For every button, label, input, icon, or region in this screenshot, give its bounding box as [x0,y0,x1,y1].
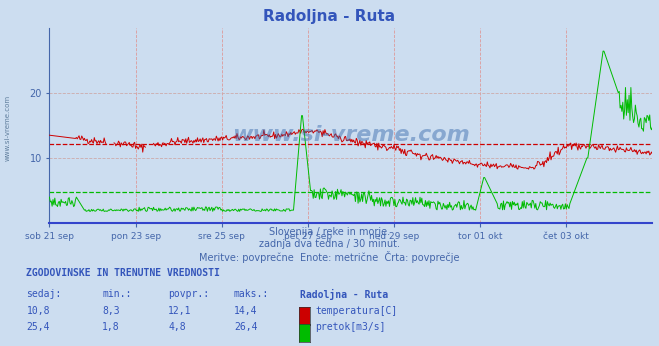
Text: www.si-vreme.com: www.si-vreme.com [232,125,470,145]
Text: Meritve: povprečne  Enote: metrične  Črta: povprečje: Meritve: povprečne Enote: metrične Črta:… [199,251,460,263]
Text: temperatura[C]: temperatura[C] [315,306,397,316]
Text: zadnja dva tedna / 30 minut.: zadnja dva tedna / 30 minut. [259,239,400,249]
Text: sedaj:: sedaj: [26,289,61,299]
Text: Radoljna - Ruta: Radoljna - Ruta [264,9,395,24]
Text: 8,3: 8,3 [102,306,120,316]
Text: 1,8: 1,8 [102,322,120,333]
Text: maks.:: maks.: [234,289,269,299]
Text: ZGODOVINSKE IN TRENUTNE VREDNOSTI: ZGODOVINSKE IN TRENUTNE VREDNOSTI [26,268,220,278]
Text: 4,8: 4,8 [168,322,186,333]
Text: povpr.:: povpr.: [168,289,209,299]
Text: min.:: min.: [102,289,132,299]
Text: 26,4: 26,4 [234,322,258,333]
Text: Radoljna - Ruta: Radoljna - Ruta [300,289,388,300]
Text: 14,4: 14,4 [234,306,258,316]
Text: pretok[m3/s]: pretok[m3/s] [315,322,386,333]
Text: 10,8: 10,8 [26,306,50,316]
Text: 25,4: 25,4 [26,322,50,333]
Text: 12,1: 12,1 [168,306,192,316]
Text: Slovenija / reke in morje.: Slovenija / reke in morje. [269,227,390,237]
Text: www.si-vreme.com: www.si-vreme.com [5,95,11,161]
